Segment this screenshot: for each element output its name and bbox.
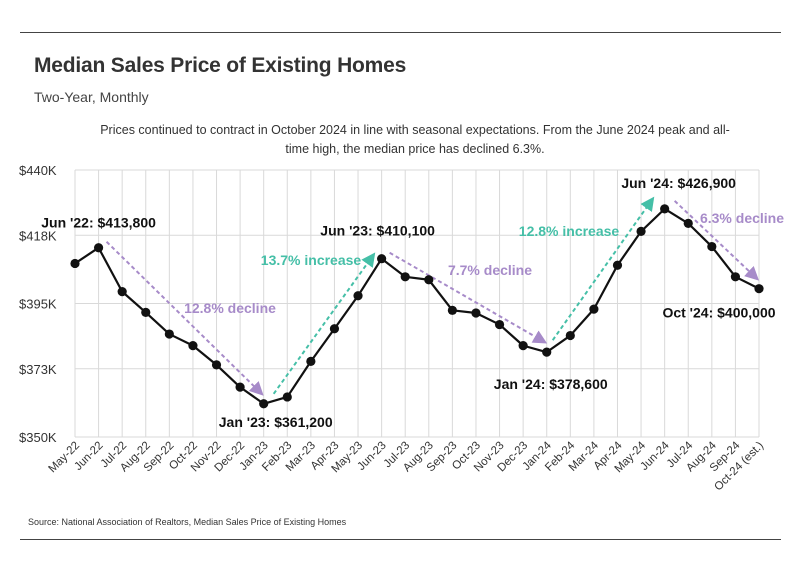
data-label: Jun '23: $410,100 — [320, 223, 435, 239]
data-point — [612, 260, 623, 270]
data-label: Jun '22: $413,800 — [41, 215, 156, 231]
bottom-rule — [20, 539, 781, 540]
source-note: Source: National Association of Realtors… — [28, 517, 347, 527]
data-point — [377, 254, 387, 264]
data-point — [542, 347, 552, 357]
trend-annotation: 12.8% decline — [184, 300, 276, 316]
data-label: Jan '24: $378,600 — [494, 376, 608, 392]
data-point — [93, 243, 104, 253]
data-point — [754, 284, 764, 294]
data-point — [211, 360, 222, 370]
data-point — [188, 341, 198, 351]
data-point — [518, 341, 528, 351]
data-point — [730, 272, 741, 282]
data-point — [660, 204, 670, 214]
data-label: Jun '24: $426,900 — [621, 175, 736, 191]
trend-annotation: 7.7% decline — [448, 262, 532, 278]
data-point — [353, 291, 363, 301]
trend-arrow — [673, 200, 760, 281]
trend-arrow — [389, 251, 548, 344]
data-point — [164, 329, 174, 339]
data-point — [306, 356, 316, 366]
data-point — [141, 307, 151, 317]
data-point — [400, 272, 410, 282]
trend-arrow — [105, 241, 264, 396]
data-point — [589, 304, 599, 314]
y-tick-label: $350K — [19, 430, 57, 445]
trend-arrow — [272, 252, 376, 395]
trend-annotation: 6.3% decline — [700, 210, 784, 226]
data-point — [424, 275, 434, 285]
trend-annotation: 13.7% increase — [261, 252, 362, 268]
data-point — [117, 287, 127, 297]
top-rule — [20, 32, 781, 33]
data-point — [282, 392, 292, 402]
data-point — [70, 258, 80, 269]
trend-arrow — [551, 196, 655, 341]
chart-title: Median Sales Price of Existing Homes — [34, 54, 407, 77]
chart-subtitle: Two-Year, Monthly — [34, 89, 149, 105]
data-label: Jan '23: $361,200 — [219, 414, 333, 430]
y-tick-label: $395K — [19, 297, 57, 312]
data-point — [494, 319, 505, 330]
data-point — [329, 324, 340, 334]
trend-annotation: 12.8% increase — [519, 223, 620, 239]
data-point — [471, 308, 481, 318]
data-point — [259, 399, 269, 409]
data-point — [683, 218, 693, 228]
data-point — [447, 305, 457, 315]
y-tick-label: $418K — [19, 228, 57, 243]
data-point — [565, 330, 575, 341]
data-point — [636, 226, 646, 237]
chart-description: Prices continued to contract in October … — [100, 123, 730, 157]
data-label: Oct '24: $400,000 — [662, 305, 775, 321]
y-tick-label: $440K — [19, 163, 57, 178]
data-point — [707, 241, 717, 252]
y-tick-label: $373K — [19, 362, 57, 377]
data-point — [235, 382, 245, 392]
